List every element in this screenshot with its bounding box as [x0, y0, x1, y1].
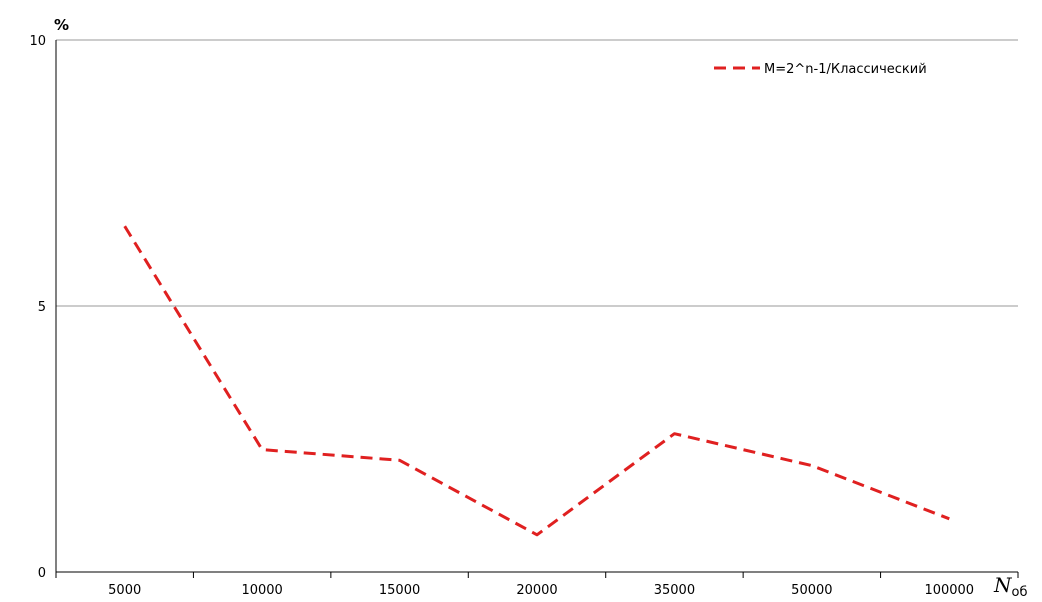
- y-axis-label: %: [54, 16, 69, 34]
- x-tick-label-100000: 100000: [924, 583, 974, 598]
- legend: M=2^n-1/Классический: [714, 62, 927, 77]
- series-group: [123, 225, 950, 537]
- x-tick-marks: [55, 572, 1019, 578]
- y-tick-label-0: 0: [38, 566, 46, 581]
- x-tick-label-10000: 10000: [241, 583, 282, 598]
- grid-lines: [56, 39, 1018, 307]
- x-tick-label-35000: 35000: [654, 583, 695, 598]
- series-line-0: [123, 225, 950, 537]
- legend-label: M=2^n-1/Классический: [764, 62, 927, 77]
- y-tick-label-10: 10: [29, 34, 46, 49]
- x-tick-labels: 5000 10000 15000 20000 35000 50000 100000: [108, 583, 974, 598]
- y-tick-labels: 0 5 10: [29, 34, 46, 581]
- x-axis-label: Nоб: [993, 573, 1027, 600]
- y-tick-label-5: 5: [38, 300, 46, 315]
- x-tick-label-5000: 5000: [108, 583, 141, 598]
- x-tick-label-15000: 15000: [379, 583, 420, 598]
- x-axis-label-main: N: [993, 573, 1013, 597]
- x-axis-label-sub: об: [1012, 585, 1028, 600]
- x-tick-label-50000: 50000: [791, 583, 832, 598]
- x-tick-label-20000: 20000: [516, 583, 557, 598]
